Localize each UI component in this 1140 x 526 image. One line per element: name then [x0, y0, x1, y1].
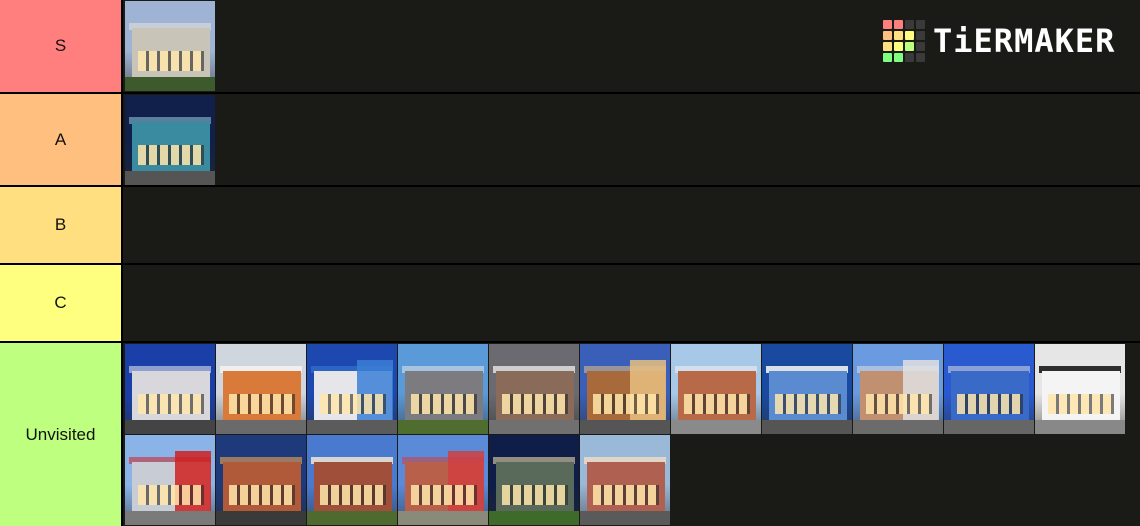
logo-grid-square — [916, 31, 925, 40]
tiermaker-logo[interactable]: TiERMAKER — [883, 20, 1115, 62]
tier-item-image[interactable] — [125, 344, 215, 434]
tier-item-image[interactable] — [1035, 344, 1125, 434]
tier-items-c[interactable] — [123, 265, 1140, 341]
tier-label-unvisited[interactable]: Unvisited — [0, 343, 123, 526]
logo-grid-square — [916, 53, 925, 62]
tier-item-image[interactable] — [580, 435, 670, 525]
tier-item-image[interactable] — [125, 95, 215, 185]
tier-items-unvisited[interactable] — [123, 343, 1140, 526]
logo-grid-square — [905, 42, 914, 51]
logo-grid-square — [883, 31, 892, 40]
tier-item-image[interactable] — [944, 344, 1034, 434]
tier-row-c: C — [0, 265, 1140, 341]
tier-item-image[interactable] — [307, 344, 397, 434]
logo-grid-square — [916, 42, 925, 51]
tier-item-image[interactable] — [762, 344, 852, 434]
tier-item-image[interactable] — [489, 344, 579, 434]
logo-grid-square — [883, 42, 892, 51]
tier-items-a[interactable] — [123, 94, 1140, 185]
tier-label-b[interactable]: B — [0, 187, 123, 263]
tier-item-image[interactable] — [489, 435, 579, 525]
tier-item-image[interactable] — [216, 344, 306, 434]
logo-grid-square — [916, 20, 925, 29]
tier-item-image[interactable] — [125, 435, 215, 525]
tier-item-image[interactable] — [398, 344, 488, 434]
logo-grid-square — [883, 53, 892, 62]
tier-item-image[interactable] — [125, 1, 215, 91]
logo-grid-square — [894, 31, 903, 40]
logo-grid-square — [883, 20, 892, 29]
tier-label-s[interactable]: S — [0, 0, 123, 92]
tier-row-unvisited: Unvisited — [0, 343, 1140, 526]
tier-item-image[interactable] — [216, 435, 306, 525]
tier-items-s[interactable] — [123, 0, 1140, 92]
tier-label-c[interactable]: C — [0, 265, 123, 341]
tiermaker-logo-text: TiERMAKER — [933, 22, 1116, 60]
logo-grid-square — [894, 20, 903, 29]
logo-grid-square — [905, 53, 914, 62]
tier-label-a[interactable]: A — [0, 94, 123, 185]
logo-grid-square — [894, 42, 903, 51]
tier-row-a: A — [0, 94, 1140, 185]
tier-item-image[interactable] — [671, 344, 761, 434]
tier-item-image[interactable] — [398, 435, 488, 525]
tier-item-image[interactable] — [307, 435, 397, 525]
logo-grid-square — [905, 20, 914, 29]
tier-item-image[interactable] — [853, 344, 943, 434]
tier-row-s: S — [0, 0, 1140, 92]
tier-item-image[interactable] — [580, 344, 670, 434]
tier-row-b: B — [0, 187, 1140, 263]
logo-grid-square — [905, 31, 914, 40]
tier-items-b[interactable] — [123, 187, 1140, 263]
tiermaker-logo-grid-icon — [883, 20, 925, 62]
logo-grid-square — [894, 53, 903, 62]
